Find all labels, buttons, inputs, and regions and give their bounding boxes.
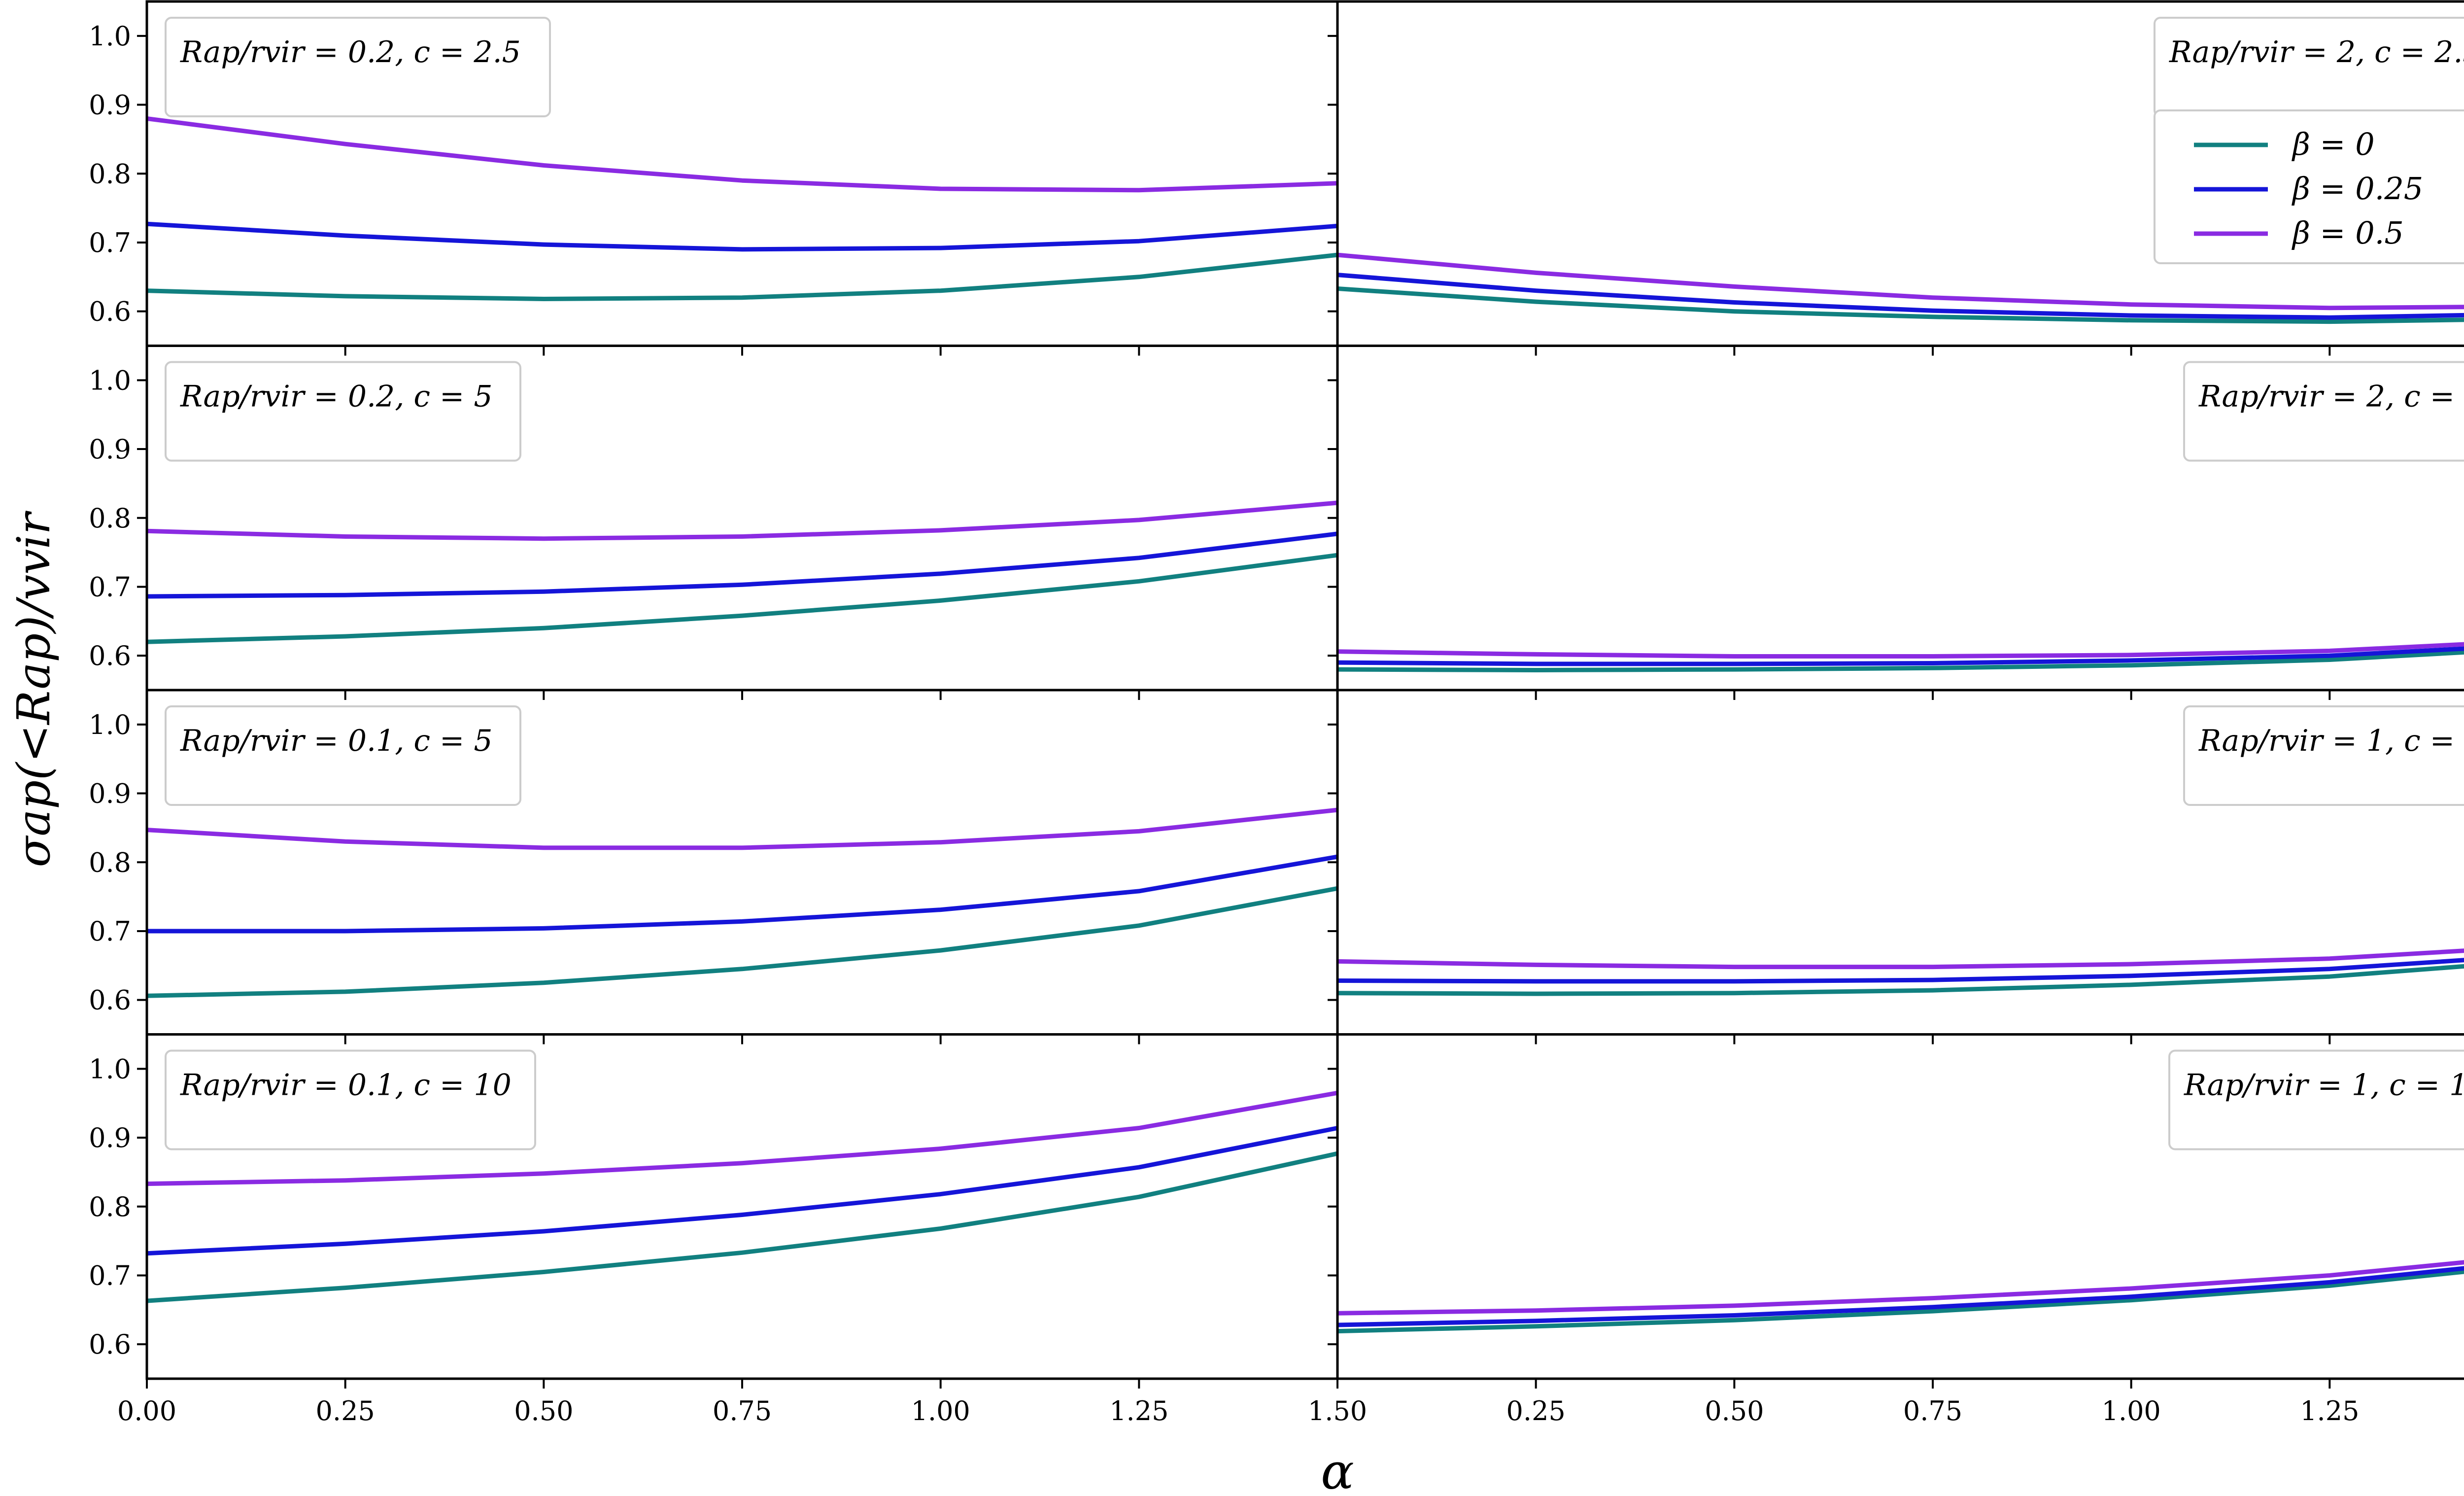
annotation-text: Rap/rvir = 2, c = 5 (2198, 380, 2464, 414)
series-line-beta-0-5 (146, 500, 1338, 541)
y-tick-label: 1.0 (89, 1053, 131, 1084)
series-line-beta-0-5 (1337, 948, 2464, 970)
series-line-beta-0-5 (1337, 1260, 2464, 1316)
x-tick-label: 1.25 (2300, 1395, 2359, 1426)
series-line-beta-0 (146, 553, 1338, 644)
y-tick-label: 0.6 (89, 640, 131, 671)
panel-annotation: Rap/rvir = 0.2, c = 5 (165, 361, 521, 462)
panel-annotation: Rap/rvir = 0.1, c = 5 (165, 705, 521, 806)
y-tick-label: 1.0 (89, 365, 131, 396)
y-tick-label: 0.8 (89, 503, 131, 534)
panel-1: Rap/rvir = 0.2, c = 2.5 (137, 0, 1339, 356)
panel-annotation: Rap/rvir = 2, c = 5 (2183, 361, 2464, 462)
series-line-beta-0-25 (146, 1126, 1338, 1256)
panels-layer: Rap/rvir = 0.2, c = 2.5 Rap/rvir = 2, c =… (137, 0, 2464, 1389)
panel-7: Rap/rvir = 0.1, c = 10 (137, 1033, 1339, 1389)
annotation-box (165, 705, 521, 806)
panel-2: Rap/rvir = 2, c = 2.5 β = 0 β = 0.25 β = 0.… (1328, 0, 2464, 356)
legend-label: β = 0.25 (2292, 171, 2423, 207)
y-tick-label: 0.9 (89, 778, 131, 809)
series-line-beta-0 (146, 252, 1338, 301)
x-axis-title: α (1321, 1443, 1354, 1496)
legend: β = 0 β = 0.25 β = 0.5 (2154, 109, 2464, 264)
y-tick-label: 0.9 (89, 434, 131, 465)
y-tick-label: 0.8 (89, 847, 131, 878)
series-line-beta-0-25 (1337, 958, 2464, 984)
y-tick-label: 0.8 (89, 158, 131, 189)
x-tick-label: 0.75 (713, 1395, 772, 1426)
panel-3: Rap/rvir = 0.2, c = 5 (137, 345, 1339, 700)
y-tick-label: 0.8 (89, 1191, 131, 1222)
annotation-box (2168, 1049, 2464, 1150)
x-tick-label: 0.00 (117, 1395, 176, 1426)
annotation-text: Rap/rvir = 0.2, c = 2.5 (180, 35, 521, 70)
annotation-box (165, 17, 551, 117)
series-line-beta-0-5 (1337, 252, 2464, 311)
annotation-text: Rap/rvir = 1, c = 10 (2184, 1068, 2464, 1103)
x-tick-label: 1.00 (2102, 1395, 2161, 1426)
annotation-text: Rap/rvir = 0.2, c = 5 (180, 380, 493, 414)
y-tick-label: 0.7 (89, 916, 131, 947)
series-line-beta-0 (1337, 1269, 2464, 1334)
panel-8: Rap/rvir = 1, c = 10 (1328, 1033, 2464, 1389)
series-line-beta-0-5 (146, 116, 1338, 193)
y-tick-label: 1.0 (89, 21, 131, 52)
series-line-beta-0 (1337, 964, 2464, 996)
series-line-beta-0 (146, 886, 1338, 998)
legend-label: β = 0 (2292, 126, 2375, 162)
panel-annotation: Rap/rvir = 1, c = 10 (2168, 1049, 2464, 1150)
annotation-text: Rap/rvir = 0.1, c = 5 (180, 724, 493, 758)
x-tick-label: 1.50 (1308, 1395, 1367, 1426)
series-line-beta-0 (1337, 286, 2464, 324)
annotation-text: Rap/rvir = 0.1, c = 10 (180, 1068, 512, 1103)
y-axis-title: σap(<Rap)/vvir (7, 511, 60, 868)
y-tick-label: 0.6 (89, 1329, 131, 1360)
series-line-beta-0-25 (1337, 273, 2464, 320)
y-tick-label: 0.7 (89, 1260, 131, 1291)
x-tick-label: 0.50 (1705, 1395, 1764, 1426)
series-line-beta-0-25 (1337, 1266, 2464, 1327)
panel-annotation: Rap/rvir = 0.2, c = 2.5 (165, 17, 551, 117)
y-tick-label: 0.7 (89, 571, 131, 602)
y-tick-label: 0.6 (89, 985, 131, 1016)
legend-box (2154, 109, 2464, 264)
series-line-beta-0 (1337, 650, 2464, 672)
annotation-box (2183, 361, 2464, 462)
x-tick-label: 0.50 (514, 1395, 573, 1426)
annotation-box (2183, 705, 2464, 806)
x-axis: 0.00 0.25 0.50 0.75 1.00 1.25 1.50 0.25 0.50 0.75… (117, 1395, 2360, 1426)
x-tick-label: 0.25 (316, 1395, 375, 1426)
y-tick-label: 0.9 (89, 90, 131, 121)
y-tick-label: 0.6 (89, 296, 131, 327)
y-tick-label: 1.0 (89, 709, 131, 740)
annotation-text: Rap/rvir = 1, c = 5 (2198, 724, 2464, 758)
annotation-text: Rap/rvir = 2, c = 2.5 (2169, 35, 2464, 70)
series-line-beta-0-25 (146, 221, 1338, 252)
x-tick-label: 0.75 (1903, 1395, 1962, 1426)
series-line-beta-0-25 (1337, 646, 2464, 666)
x-tick-label: 0.25 (1506, 1395, 1566, 1426)
y-tick-label: 0.9 (89, 1122, 131, 1153)
series-line-beta-0-5 (146, 1090, 1338, 1186)
series-line-beta-0-5 (146, 807, 1338, 850)
x-tick-label: 1.00 (911, 1395, 970, 1426)
y-tick-label: 0.7 (89, 227, 131, 258)
series-line-beta-0-25 (147, 854, 1338, 934)
panel-6: Rap/rvir = 1, c = 5 (1328, 689, 2464, 1044)
panel-4: Rap/rvir = 2, c = 5 (1328, 345, 2464, 700)
annotation-box (165, 1049, 536, 1150)
series-line-beta-0-5 (1337, 642, 2464, 659)
panel-annotation: Rap/rvir = 1, c = 5 (2183, 705, 2464, 806)
panel-annotation: Rap/rvir = 0.1, c = 10 (165, 1049, 536, 1150)
panel-annotation: Rap/rvir = 2, c = 2.5 (2154, 17, 2464, 117)
panel-5: Rap/rvir = 0.1, c = 5 (137, 689, 1339, 1044)
y-axis: 0.6 0.7 0.8 0.9 1.0 0.6 0.7 0.8 0.9 1.0 0.6 0.7 0.8 0… (89, 21, 131, 1360)
legend-label: β = 0.5 (2292, 215, 2404, 251)
series-line-beta-0 (146, 1151, 1338, 1303)
series-line-beta-0-25 (146, 531, 1338, 599)
x-tick-label: 1.25 (1109, 1395, 1168, 1426)
annotation-box (165, 361, 521, 462)
